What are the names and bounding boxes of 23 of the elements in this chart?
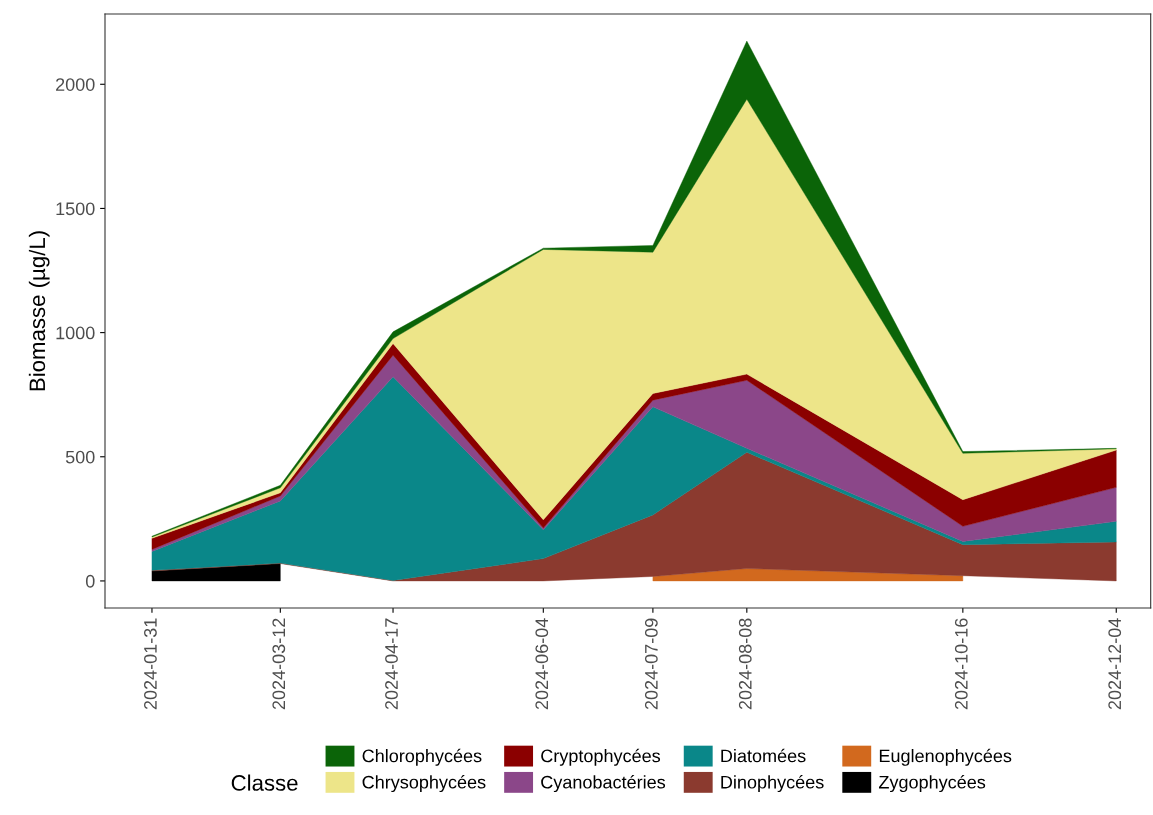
legend-label: Diatomées [721,748,806,763]
legend-label: Cryptophycées [541,748,661,766]
x-tick-label: 2024-03-12 [272,618,286,710]
legend-label: Zygophycées [879,775,986,793]
y-tick-label: 1500 [56,202,95,216]
legend-label: Chlorophycées [362,748,482,766]
legend-label: Cyanobactéries [541,775,666,793]
y-tick-label: 500 [65,450,95,464]
x-tick-label: 2024-12-04 [1108,618,1122,710]
y-tick-label: 0 [85,574,95,588]
legend-title: Classe [231,774,298,791]
legend-label: Chrysophycées [362,775,486,793]
x-tick-label: 2024-10-16 [954,618,968,710]
x-tick-label: 2024-07-09 [644,618,658,710]
legend-label: Dinophycées [721,775,824,793]
y-tick-label: 1000 [56,326,95,340]
y-axis-title: Biomasse (µg/L) [28,231,50,391]
x-tick-label: 2024-01-31 [144,618,157,710]
x-tick-label: 2024-06-04 [535,618,549,710]
y-tick-label: 2000 [56,78,95,91]
legend-label: Euglenophycées [879,748,1012,766]
x-tick-label: 2024-04-17 [385,618,398,710]
x-tick-label: 2024-08-08 [738,618,752,710]
